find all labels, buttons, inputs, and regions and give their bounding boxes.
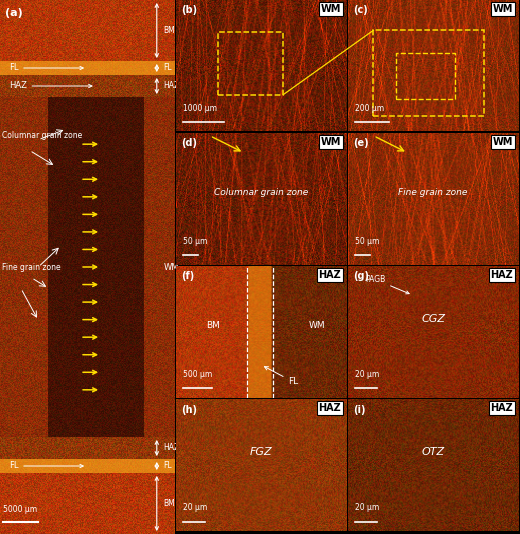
Text: WM: WM [493, 4, 513, 14]
Text: (e): (e) [353, 138, 369, 148]
Text: 50 μm: 50 μm [183, 237, 207, 246]
Text: Fine grain zone: Fine grain zone [398, 188, 468, 197]
Text: OTZ: OTZ [422, 447, 445, 457]
Text: (d): (d) [181, 138, 197, 148]
Text: PAGB: PAGB [365, 275, 409, 294]
Text: 20 μm: 20 μm [355, 370, 379, 379]
Text: BM: BM [164, 499, 175, 508]
Text: WM: WM [164, 263, 179, 271]
Text: HAZ: HAZ [490, 270, 513, 280]
Bar [396, 53, 456, 99]
Text: HAZ: HAZ [164, 444, 180, 452]
Text: FL: FL [265, 367, 298, 387]
Text: WM: WM [493, 137, 513, 147]
Text: FL: FL [164, 64, 172, 73]
Bar [218, 32, 283, 95]
Text: HAZ: HAZ [318, 403, 341, 413]
Text: HAZ: HAZ [164, 82, 180, 90]
Text: FGZ: FGZ [250, 447, 272, 457]
Text: Fine grain zone: Fine grain zone [2, 263, 60, 271]
Text: HAZ: HAZ [9, 82, 92, 90]
Text: 20 μm: 20 μm [355, 504, 379, 513]
Text: WM: WM [321, 4, 341, 14]
Text: (h): (h) [181, 405, 197, 414]
Text: 500 μm: 500 μm [183, 370, 212, 379]
Text: 50 μm: 50 μm [355, 237, 379, 246]
Text: 1000 μm: 1000 μm [183, 104, 217, 113]
Text: FL: FL [9, 461, 83, 470]
Text: FL: FL [164, 461, 172, 470]
Text: Columnar grain zone: Columnar grain zone [2, 131, 82, 140]
Text: HAZ: HAZ [490, 403, 513, 413]
Text: WM: WM [321, 137, 341, 147]
Text: HAZ: HAZ [318, 270, 341, 280]
Text: (a): (a) [5, 8, 23, 18]
Text: BM: BM [206, 321, 220, 330]
Bar [373, 30, 484, 116]
Text: 5000 μm: 5000 μm [4, 505, 37, 514]
Text: BM: BM [164, 26, 175, 35]
Text: Columnar grain zone: Columnar grain zone [214, 188, 308, 197]
Text: (c): (c) [353, 5, 368, 15]
Text: (i): (i) [353, 405, 366, 414]
Text: 20 μm: 20 μm [183, 504, 207, 513]
Text: (b): (b) [181, 5, 197, 15]
Text: WM: WM [309, 321, 326, 330]
Text: (g): (g) [353, 271, 369, 281]
Text: (f): (f) [181, 271, 194, 281]
Text: FL: FL [9, 64, 83, 73]
Text: CGZ: CGZ [421, 314, 445, 324]
Text: 200 μm: 200 μm [355, 104, 384, 113]
